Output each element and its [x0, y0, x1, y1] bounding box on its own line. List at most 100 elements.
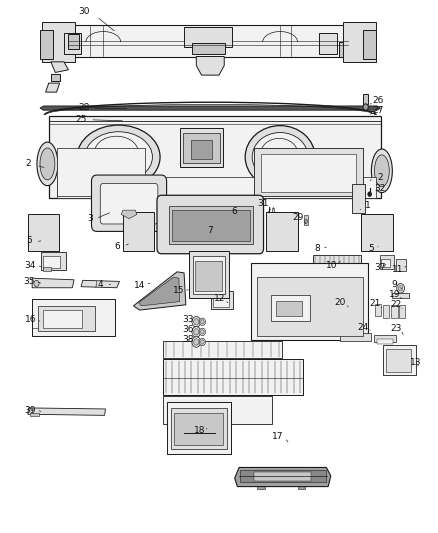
Text: 5: 5 [26, 237, 32, 246]
Text: 19: 19 [389, 290, 400, 299]
Polygon shape [235, 467, 331, 487]
Bar [297, 482, 305, 489]
Bar [276, 301, 302, 317]
Bar [251, 263, 368, 340]
Bar [339, 42, 350, 56]
Bar [40, 30, 53, 59]
Bar [371, 111, 374, 114]
Text: 24: 24 [357, 322, 369, 332]
Polygon shape [32, 278, 74, 288]
Polygon shape [134, 272, 186, 310]
Circle shape [368, 192, 371, 196]
Ellipse shape [85, 132, 152, 182]
Ellipse shape [252, 133, 308, 181]
Bar [361, 214, 393, 251]
Circle shape [192, 317, 201, 327]
Text: 7: 7 [207, 227, 213, 236]
Bar [28, 214, 59, 251]
Bar [271, 295, 310, 321]
Bar [399, 305, 405, 318]
Ellipse shape [374, 155, 389, 187]
Bar [304, 215, 308, 225]
Text: 18: 18 [194, 426, 205, 435]
Circle shape [194, 319, 199, 325]
Bar [166, 401, 231, 454]
Text: 27: 27 [373, 106, 384, 115]
Bar [261, 154, 356, 192]
FancyBboxPatch shape [92, 175, 166, 231]
Bar [377, 339, 393, 344]
Text: 14: 14 [134, 280, 145, 289]
Text: 17: 17 [272, 432, 284, 441]
Text: 9: 9 [392, 280, 397, 289]
Circle shape [304, 219, 307, 223]
Ellipse shape [37, 142, 58, 185]
Text: 5: 5 [368, 244, 374, 253]
Bar [254, 472, 311, 481]
Bar [57, 149, 145, 196]
Text: 26: 26 [373, 96, 384, 105]
Circle shape [192, 337, 201, 348]
Bar [392, 305, 398, 318]
Ellipse shape [245, 126, 315, 188]
Bar [29, 413, 39, 416]
Polygon shape [28, 408, 106, 415]
Bar [123, 212, 154, 251]
Text: 38: 38 [182, 335, 193, 344]
Text: 39: 39 [25, 406, 36, 415]
Text: 6: 6 [231, 207, 237, 216]
Bar [32, 300, 115, 336]
Text: 32: 32 [374, 184, 385, 193]
Bar [189, 251, 229, 298]
Bar [68, 25, 348, 56]
Text: 29: 29 [293, 213, 304, 222]
Bar [374, 335, 396, 342]
Bar [386, 350, 411, 372]
Polygon shape [196, 56, 224, 75]
Text: 36: 36 [182, 325, 193, 334]
Bar [180, 128, 223, 166]
Polygon shape [51, 74, 60, 82]
Bar [211, 291, 233, 309]
Text: 3: 3 [87, 214, 93, 223]
Bar [240, 470, 325, 482]
Bar [257, 277, 363, 336]
Bar [272, 208, 275, 213]
Text: 15: 15 [173, 286, 184, 295]
Bar [57, 177, 376, 198]
Bar [380, 255, 394, 269]
Bar [192, 43, 225, 54]
Bar [163, 396, 272, 424]
Bar [375, 304, 381, 317]
Polygon shape [40, 106, 381, 110]
Circle shape [192, 327, 201, 337]
Text: 30: 30 [78, 7, 89, 16]
Ellipse shape [40, 148, 55, 180]
Text: 1: 1 [364, 201, 370, 211]
Circle shape [267, 212, 271, 217]
Bar [340, 334, 371, 341]
Text: 34: 34 [25, 261, 36, 270]
Bar [319, 33, 337, 54]
Bar [383, 305, 389, 318]
Text: 37: 37 [374, 263, 385, 272]
Text: 20: 20 [335, 298, 346, 307]
Bar [169, 206, 253, 244]
Bar [42, 310, 82, 328]
Bar [352, 184, 365, 213]
Circle shape [201, 330, 204, 334]
Text: 33: 33 [182, 315, 193, 324]
Circle shape [194, 339, 199, 345]
Bar [174, 413, 223, 445]
Bar [258, 482, 265, 489]
Circle shape [194, 329, 199, 335]
Circle shape [199, 328, 205, 336]
Bar [346, 322, 353, 329]
Bar [38, 306, 95, 332]
Text: 21: 21 [370, 299, 381, 308]
Circle shape [199, 338, 205, 346]
Bar [213, 295, 230, 307]
Circle shape [34, 280, 39, 287]
Text: 35: 35 [23, 277, 35, 286]
Ellipse shape [77, 125, 160, 189]
